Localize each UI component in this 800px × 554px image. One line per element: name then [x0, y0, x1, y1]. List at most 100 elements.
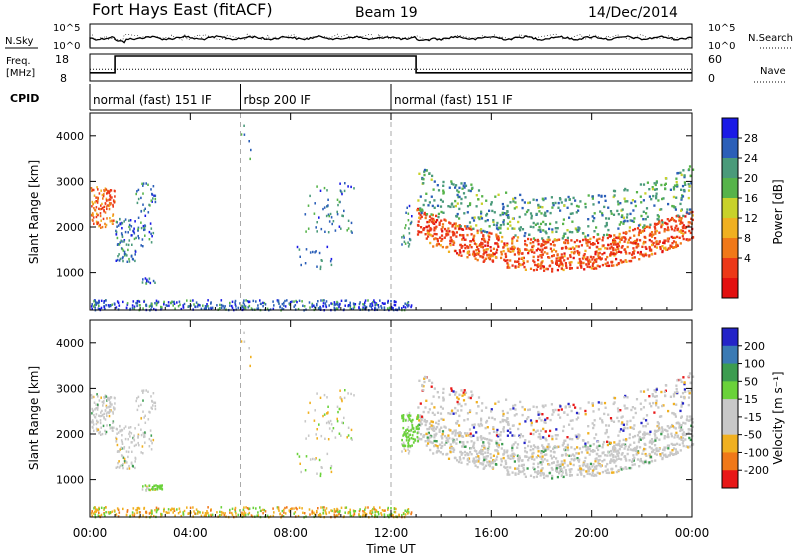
- velocity-cell: [262, 508, 264, 512]
- power-cell: [328, 220, 331, 223]
- power-cell: [141, 281, 144, 284]
- velocity-cell: [516, 446, 519, 449]
- velocity-cell: [334, 436, 337, 439]
- power-cell: [681, 235, 684, 238]
- velocity-cell: [364, 506, 367, 509]
- velocity-cell: [168, 511, 170, 514]
- power-cell: [622, 236, 625, 239]
- velocity-cell: [118, 450, 121, 453]
- power-cell: [130, 255, 133, 258]
- velocity-cell: [97, 428, 99, 431]
- power-cell: [442, 184, 445, 187]
- velocity-cell: [634, 411, 637, 415]
- velocity-cell: [521, 405, 524, 409]
- velocity-cell: [319, 396, 322, 399]
- velocity-cell: [606, 454, 609, 457]
- velocity-cell: [416, 431, 419, 435]
- velocity-cell: [322, 512, 325, 515]
- velocity-cell: [95, 507, 97, 511]
- power-cell: [629, 212, 632, 216]
- velocity-cell: [493, 418, 496, 421]
- velocity-cell: [487, 445, 491, 448]
- power-cell: [112, 199, 115, 202]
- power-cell: [168, 304, 170, 307]
- power-cell: [154, 200, 157, 204]
- velocity-cell: [649, 430, 652, 433]
- velocity-cell: [681, 402, 685, 405]
- power-cell: [613, 237, 616, 241]
- power-cell: [167, 301, 170, 304]
- power-cell: [458, 227, 461, 230]
- power-cell: [617, 213, 620, 216]
- power-cell: [134, 220, 136, 223]
- velocity-cell: [597, 448, 600, 452]
- velocity-cell: [644, 399, 647, 402]
- velocity-cell: [362, 513, 364, 516]
- power-cell: [333, 306, 336, 309]
- power-cell: [99, 212, 102, 215]
- velocity-cell: [578, 434, 581, 437]
- power-cell: [427, 224, 430, 228]
- power-cell: [587, 239, 590, 242]
- power-cell: [319, 189, 322, 192]
- power-cell: [466, 233, 469, 237]
- power-cell: [437, 189, 441, 192]
- power-cell: [132, 300, 135, 303]
- velocity-cell: [502, 453, 505, 456]
- velocity-cell: [473, 441, 476, 444]
- power-cell: [409, 238, 412, 242]
- power-cell: [324, 230, 326, 233]
- velocity-cell: [681, 428, 684, 432]
- power-cell: [639, 195, 642, 198]
- velocity-cell: [419, 420, 422, 424]
- velocity-cell: [132, 507, 135, 510]
- velocity-cell: [91, 421, 93, 424]
- velocity-cell: [665, 429, 668, 432]
- power-cell: [601, 253, 604, 256]
- power-cell: [486, 231, 489, 234]
- power-cell: [691, 214, 694, 217]
- velocity-cell: [675, 431, 678, 435]
- power-cell: [468, 221, 472, 224]
- velocity-cell: [613, 441, 616, 444]
- velocity-cell: [454, 434, 457, 437]
- velocity-cell: [672, 443, 675, 446]
- power-cell: [333, 301, 336, 304]
- velocity-cell: [272, 507, 274, 510]
- power-cell: [610, 264, 614, 267]
- velocity-cell: [536, 447, 539, 450]
- velocity-cell: [577, 458, 580, 462]
- power-cell: [407, 304, 410, 307]
- power-cell: [316, 265, 318, 268]
- power-cell: [533, 251, 536, 254]
- velocity-cell: [319, 513, 321, 516]
- power-cell: [128, 225, 130, 229]
- velocity-cell: [502, 412, 505, 416]
- power-cell: [338, 225, 341, 228]
- velocity-cell: [407, 448, 409, 451]
- power-cell: [456, 189, 459, 192]
- power-cell: [517, 260, 520, 263]
- velocity-cell: [316, 428, 318, 431]
- power-cell: [596, 245, 599, 249]
- velocity-cell: [606, 462, 609, 466]
- power-cell: [618, 241, 621, 244]
- power-cell: [637, 243, 640, 246]
- power-cell: [237, 306, 240, 310]
- power-cell: [492, 247, 495, 250]
- velocity-cell: [603, 401, 607, 405]
- velocity-cell: [467, 396, 470, 399]
- velocity-cell: [125, 450, 128, 453]
- power-cell: [524, 248, 527, 251]
- velocity-cell: [443, 425, 446, 428]
- power-cell: [672, 188, 676, 191]
- power-cell: [681, 184, 685, 188]
- power-cell: [439, 198, 443, 202]
- velocity-cell: [352, 514, 355, 517]
- velocity-cell: [408, 437, 411, 441]
- velocity-cell: [654, 434, 657, 437]
- power-cell: [571, 220, 574, 223]
- power-cell: [602, 236, 605, 239]
- velocity-cell: [134, 466, 136, 470]
- velocity-cell: [463, 450, 467, 454]
